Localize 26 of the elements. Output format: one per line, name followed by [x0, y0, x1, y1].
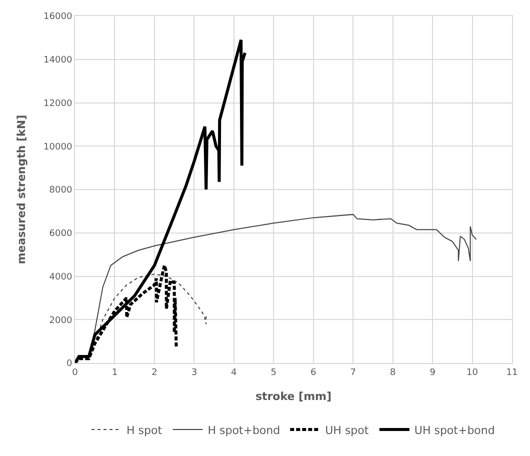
- y-tick-label: 10000: [44, 142, 72, 152]
- x-tick-label: 1: [112, 368, 118, 378]
- x-tick-label: 9: [430, 368, 436, 378]
- x-tick-label: 6: [310, 368, 316, 378]
- x-tick-label: 2: [152, 368, 158, 378]
- y-tick-label: 16000: [44, 12, 72, 22]
- y-tick-label: 6000: [49, 229, 72, 240]
- legend-label: UH spot+bond: [414, 424, 495, 437]
- x-tick-label: 4: [231, 368, 238, 378]
- y-tick-label: 12000: [44, 98, 72, 109]
- legend-label: H spot+bond: [208, 424, 280, 437]
- x-tick-label: 3: [191, 368, 198, 378]
- legend-label: H spot: [126, 424, 163, 437]
- y-tick-label: 0: [66, 359, 72, 370]
- y-tick-label: 8000: [49, 186, 72, 196]
- y-tick-label: 2000: [49, 316, 72, 326]
- x-axis-title: stroke [mm]: [255, 390, 332, 403]
- x-tick-label: 8: [390, 368, 396, 378]
- x-tick-label: 5: [270, 368, 277, 378]
- y-tick-label: 14000: [44, 56, 72, 66]
- y-axis-title: measured strength [kN]: [15, 114, 28, 264]
- x-tick-label: 7: [350, 368, 356, 378]
- x-tick-label: 10: [466, 368, 478, 378]
- x-tick-label: 11: [506, 368, 518, 378]
- y-tick-label: 4000: [49, 272, 72, 282]
- legend-label: UH spot: [325, 424, 370, 437]
